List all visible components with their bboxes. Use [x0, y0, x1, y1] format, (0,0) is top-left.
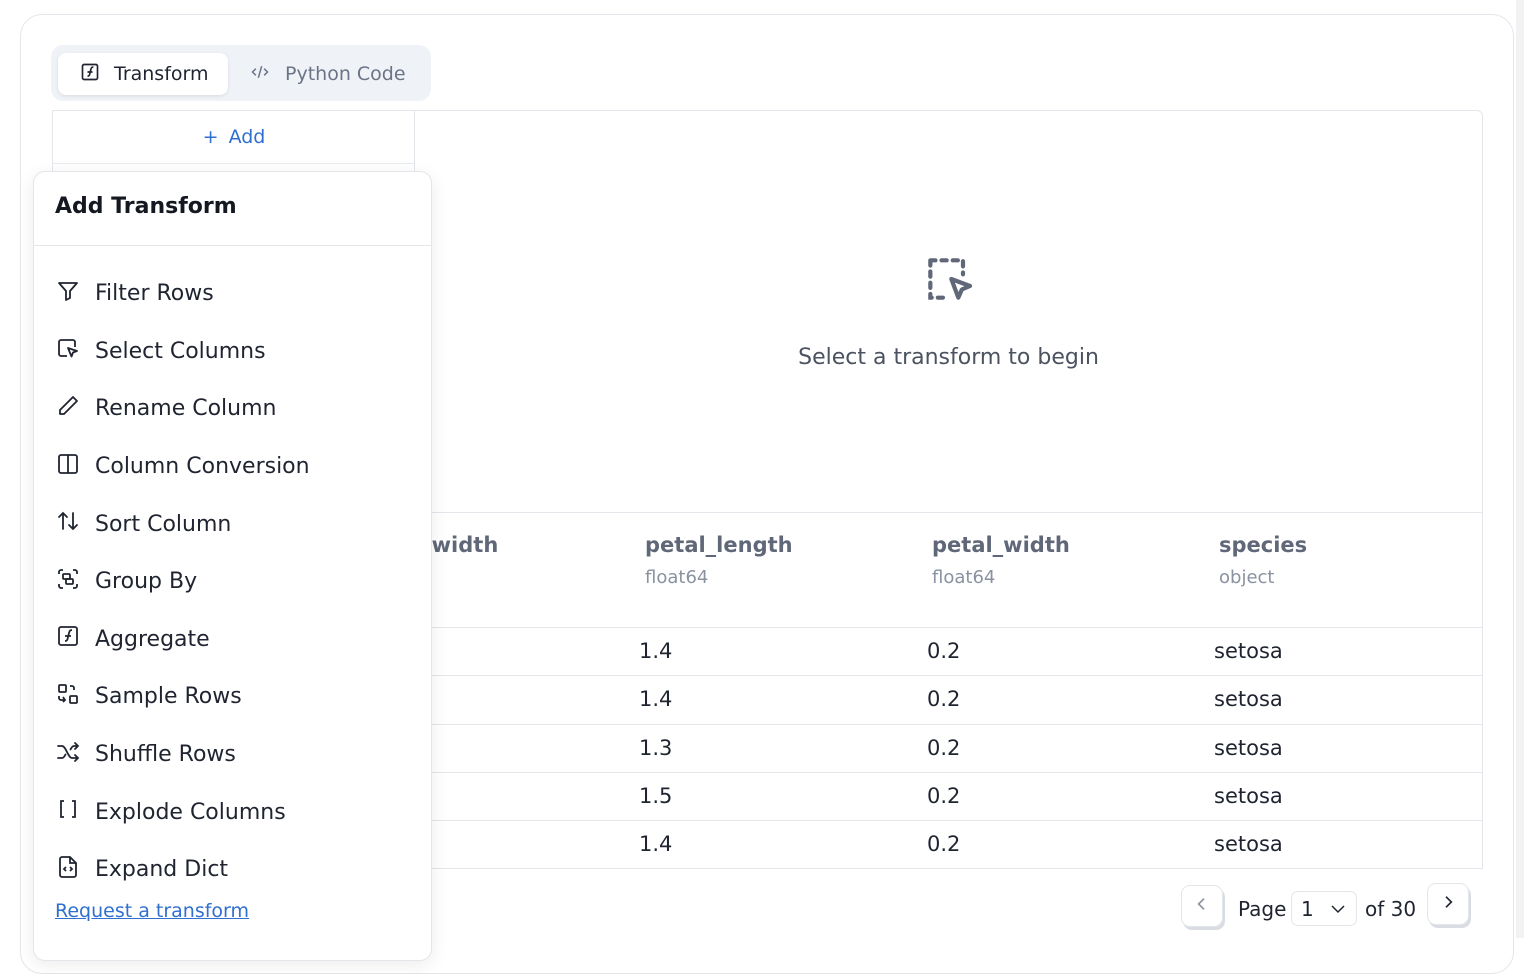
- menu-item-filter-rows[interactable]: Filter Rows: [34, 265, 431, 323]
- table-cell: 0.2: [927, 735, 961, 760]
- column-header[interactable]: petal_width float64: [932, 533, 1070, 588]
- table-row: 1.3 0.2 setosa: [52, 725, 1482, 773]
- code-icon: [249, 62, 271, 87]
- menu-item-label: Select Columns: [95, 338, 266, 364]
- function-square-icon: [56, 624, 80, 654]
- table-row: 1.5 0.2 setosa: [52, 773, 1482, 822]
- column-name: petal_width: [932, 533, 1070, 557]
- group-icon: [56, 567, 80, 597]
- menu-item-shuffle-rows[interactable]: Shuffle Rows: [34, 726, 431, 784]
- table-cell: 1.4: [639, 687, 673, 712]
- dashed-cursor-select-icon: [921, 258, 977, 311]
- menu-item-label: Aggregate: [95, 626, 210, 652]
- menu-item-sample-rows[interactable]: Sample Rows: [34, 668, 431, 726]
- empty-state-text: Select a transform to begin: [798, 345, 1099, 370]
- page-select-value: 1: [1301, 896, 1314, 921]
- tab-bar: Transform Python Code: [51, 45, 431, 101]
- transform-menu: Filter Rows Select Columns Rename Column…: [34, 246, 431, 899]
- table-row: 1.4 0.2 setosa: [52, 676, 1482, 725]
- menu-item-select-columns[interactable]: Select Columns: [34, 323, 431, 381]
- add-transform-button[interactable]: + Add: [53, 111, 415, 164]
- table-cell: 1.5: [639, 783, 673, 808]
- empty-state: Select a transform to begin: [415, 251, 1482, 370]
- menu-item-label: Explode Columns: [95, 799, 286, 825]
- table-cell: 0.2: [927, 832, 961, 857]
- shuffle-icon: [56, 740, 80, 770]
- request-transform-link[interactable]: Request a transform: [55, 900, 250, 922]
- pencil-icon: [56, 394, 80, 424]
- menu-item-label: Rename Column: [95, 396, 277, 422]
- filter-icon: [56, 279, 80, 309]
- menu-item-label: Sort Column: [95, 511, 232, 537]
- table-cell: 1.4: [639, 639, 673, 663]
- menu-item-label: Sample Rows: [95, 684, 242, 710]
- column-dtype: object: [1219, 567, 1275, 588]
- menu-item-label: Group By: [95, 569, 198, 595]
- sort-arrows-icon: [56, 509, 80, 539]
- popover-title: Add Transform: [34, 172, 431, 246]
- menu-item-sort-column[interactable]: Sort Column: [34, 495, 431, 553]
- next-page-button[interactable]: [1427, 883, 1469, 925]
- menu-item-label: Column Conversion: [95, 454, 310, 480]
- table-cell: setosa: [1214, 783, 1283, 808]
- menu-item-group-by[interactable]: Group By: [34, 553, 431, 611]
- menu-item-rename-column[interactable]: Rename Column: [34, 380, 431, 438]
- page-count: of 30: [1365, 897, 1417, 921]
- column-name: petal_length: [645, 533, 793, 557]
- menu-item-label: Expand Dict: [95, 857, 229, 883]
- add-label: Add: [228, 126, 266, 148]
- tab-label: Transform: [114, 63, 209, 85]
- add-transform-popover: Add Transform Filter Rows Select Columns…: [33, 171, 432, 961]
- plus-icon: +: [202, 126, 219, 148]
- menu-item-explode-columns[interactable]: Explode Columns: [34, 783, 431, 841]
- columns-icon: [56, 452, 80, 482]
- menu-item-column-conversion[interactable]: Column Conversion: [34, 438, 431, 496]
- chevron-down-icon: [1328, 899, 1348, 923]
- brackets-icon: [56, 797, 80, 827]
- previous-page-button[interactable]: [1181, 885, 1223, 927]
- page-select[interactable]: 1: [1291, 891, 1357, 926]
- transform-detail-panel: Select a transform to begin: [414, 110, 1483, 869]
- table-cell: setosa: [1214, 639, 1283, 663]
- table-row: 1.4 0.2 setosa: [52, 628, 1482, 677]
- tab-transform[interactable]: Transform: [58, 53, 228, 95]
- table-cell: 0.2: [927, 639, 961, 663]
- chevron-left-icon: [1194, 895, 1210, 917]
- table-cell: 1.3: [639, 735, 673, 760]
- table-cell: 0.2: [927, 783, 961, 808]
- table-cell: 0.2: [927, 687, 961, 712]
- column-name: species: [1219, 533, 1308, 557]
- table-cell: 1.4: [639, 832, 673, 857]
- column-header[interactable]: petal_length float64: [645, 533, 793, 588]
- select-columns-icon: [56, 336, 80, 366]
- file-json-icon: [56, 855, 80, 885]
- tab-label: Python Code: [285, 63, 406, 85]
- page-scrollbar[interactable]: [1516, 0, 1524, 938]
- chevron-right-icon: [1440, 893, 1456, 915]
- table-cell: setosa: [1214, 735, 1283, 760]
- menu-item-label: Shuffle Rows: [95, 742, 236, 768]
- function-square-icon: [80, 62, 100, 87]
- column-dtype: float64: [932, 567, 996, 588]
- table-cell: setosa: [1214, 687, 1283, 712]
- column-header[interactable]: species object: [1219, 533, 1307, 588]
- column-dtype: float64: [645, 567, 709, 588]
- table-cell: setosa: [1214, 832, 1283, 857]
- sample-icon: [56, 682, 80, 712]
- table-row: 1.4 0.2 setosa: [52, 821, 1482, 870]
- menu-item-expand-dict[interactable]: Expand Dict: [34, 841, 431, 899]
- menu-item-label: Filter Rows: [95, 281, 214, 307]
- page-label: Page: [1238, 897, 1287, 921]
- menu-item-aggregate[interactable]: Aggregate: [34, 611, 431, 669]
- tab-python-code[interactable]: Python Code: [249, 53, 406, 95]
